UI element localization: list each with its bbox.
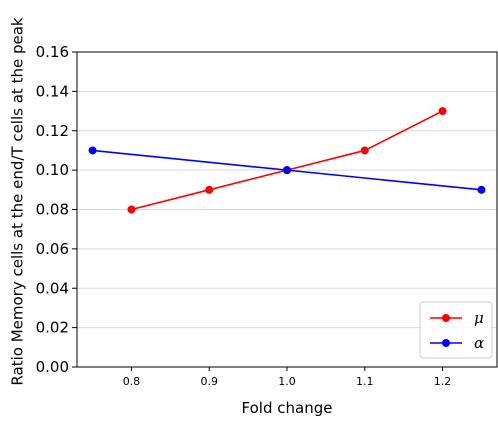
series-layer	[88, 107, 486, 214]
series-line-0	[131, 110, 443, 211]
data-point-series-1	[477, 185, 486, 194]
legend-swatch-marker	[442, 314, 450, 322]
x-tick-label: 1.2	[434, 375, 452, 388]
legend-box	[419, 301, 493, 359]
y-tick-label: 0.16	[36, 43, 69, 61]
y-tick-label: 0.10	[36, 161, 69, 179]
ticks-layer: 0.00 0.02 0.04 0.06 0.08 0.10 0.12 0.14 0.16 0.8 0…	[36, 43, 452, 388]
data-point-series-1	[283, 166, 291, 175]
y-tick-label: 0.04	[36, 279, 69, 297]
legend-label: μ	[474, 309, 484, 327]
data-point-series-0	[438, 107, 447, 116]
legend: μα	[419, 301, 493, 359]
y-tick-label: 0.14	[36, 82, 69, 100]
y-tick-label: 0.12	[36, 122, 69, 140]
y-tick-label: 0.06	[36, 240, 69, 258]
data-point-series-1	[88, 146, 97, 155]
data-point-series-0	[127, 205, 136, 214]
y-tick-label: 0.08	[36, 201, 69, 219]
data-point-series-0	[360, 146, 369, 155]
legend-swatch-marker	[442, 339, 450, 347]
y-tick-label: 0.02	[36, 319, 69, 337]
x-tick-label: 0.9	[200, 375, 218, 388]
x-axis-label: Fold change	[242, 399, 333, 417]
x-tick-label: 1.0	[278, 375, 296, 388]
x-tick-label: 1.1	[356, 375, 374, 388]
y-tick-label: 0.00	[36, 358, 69, 376]
legend-label: α	[474, 334, 484, 352]
y-axis-label: Ratio Memory cells at the end/T cells at…	[9, 17, 27, 385]
data-point-series-0	[205, 185, 214, 194]
x-tick-label: 0.8	[123, 375, 141, 388]
